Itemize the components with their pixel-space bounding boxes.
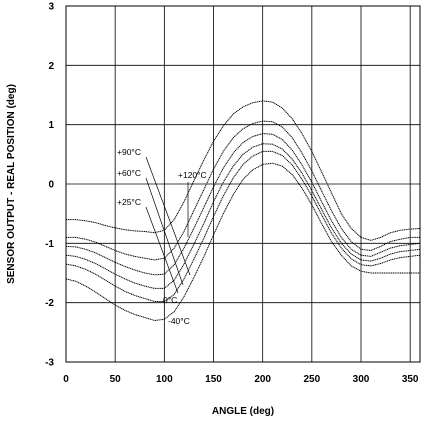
series-label: 0°C [163,295,177,305]
y-tick-label: 2 [48,61,54,72]
series-line [66,120,420,261]
series-line [65,143,421,289]
x-axis-title: ANGLE (deg) [212,406,274,417]
label-leader-line [145,177,184,286]
series-line [65,133,421,276]
grid-lines [66,6,420,362]
x-tick-label: 100 [156,374,173,385]
x-tick-label: 0 [63,374,69,385]
series-line [65,150,421,302]
series-label: +90°C [117,147,141,157]
y-tick-labels: -3 -2 -1 0 1 2 3 [45,2,54,369]
y-tick-label: 3 [48,2,54,13]
series-line [66,100,421,241]
series-line [65,162,420,322]
curve-labels: +90°C +60°C +120°C +25°C 0°C -40°C [117,147,207,326]
x-tick-label: 300 [353,374,370,385]
x-tick-label: 150 [205,374,222,385]
y-tick-label: 1 [48,120,54,131]
series-label: -40°C [168,316,190,326]
x-tick-label: 250 [303,374,320,385]
y-axis-title: SENSOR OUTPUT - REAL POSITION (deg) [6,84,17,284]
series-label: +120°C [178,170,207,180]
x-tick-labels: 0 50 100 150 200 250 300 350 [63,374,419,385]
y-tick-label: -2 [45,298,54,309]
y-tick-label: -1 [45,239,54,250]
label-leader-line [145,156,191,276]
y-tick-label: -3 [45,358,54,369]
x-tick-label: 200 [254,374,271,385]
x-tick-label: 50 [110,374,122,385]
series-label: +60°C [117,168,141,178]
curves [65,100,421,322]
x-tick-label: 350 [402,374,419,385]
y-tick-label: 0 [48,180,54,191]
label-leader-line [145,206,179,294]
series-label: +25°C [117,197,141,207]
